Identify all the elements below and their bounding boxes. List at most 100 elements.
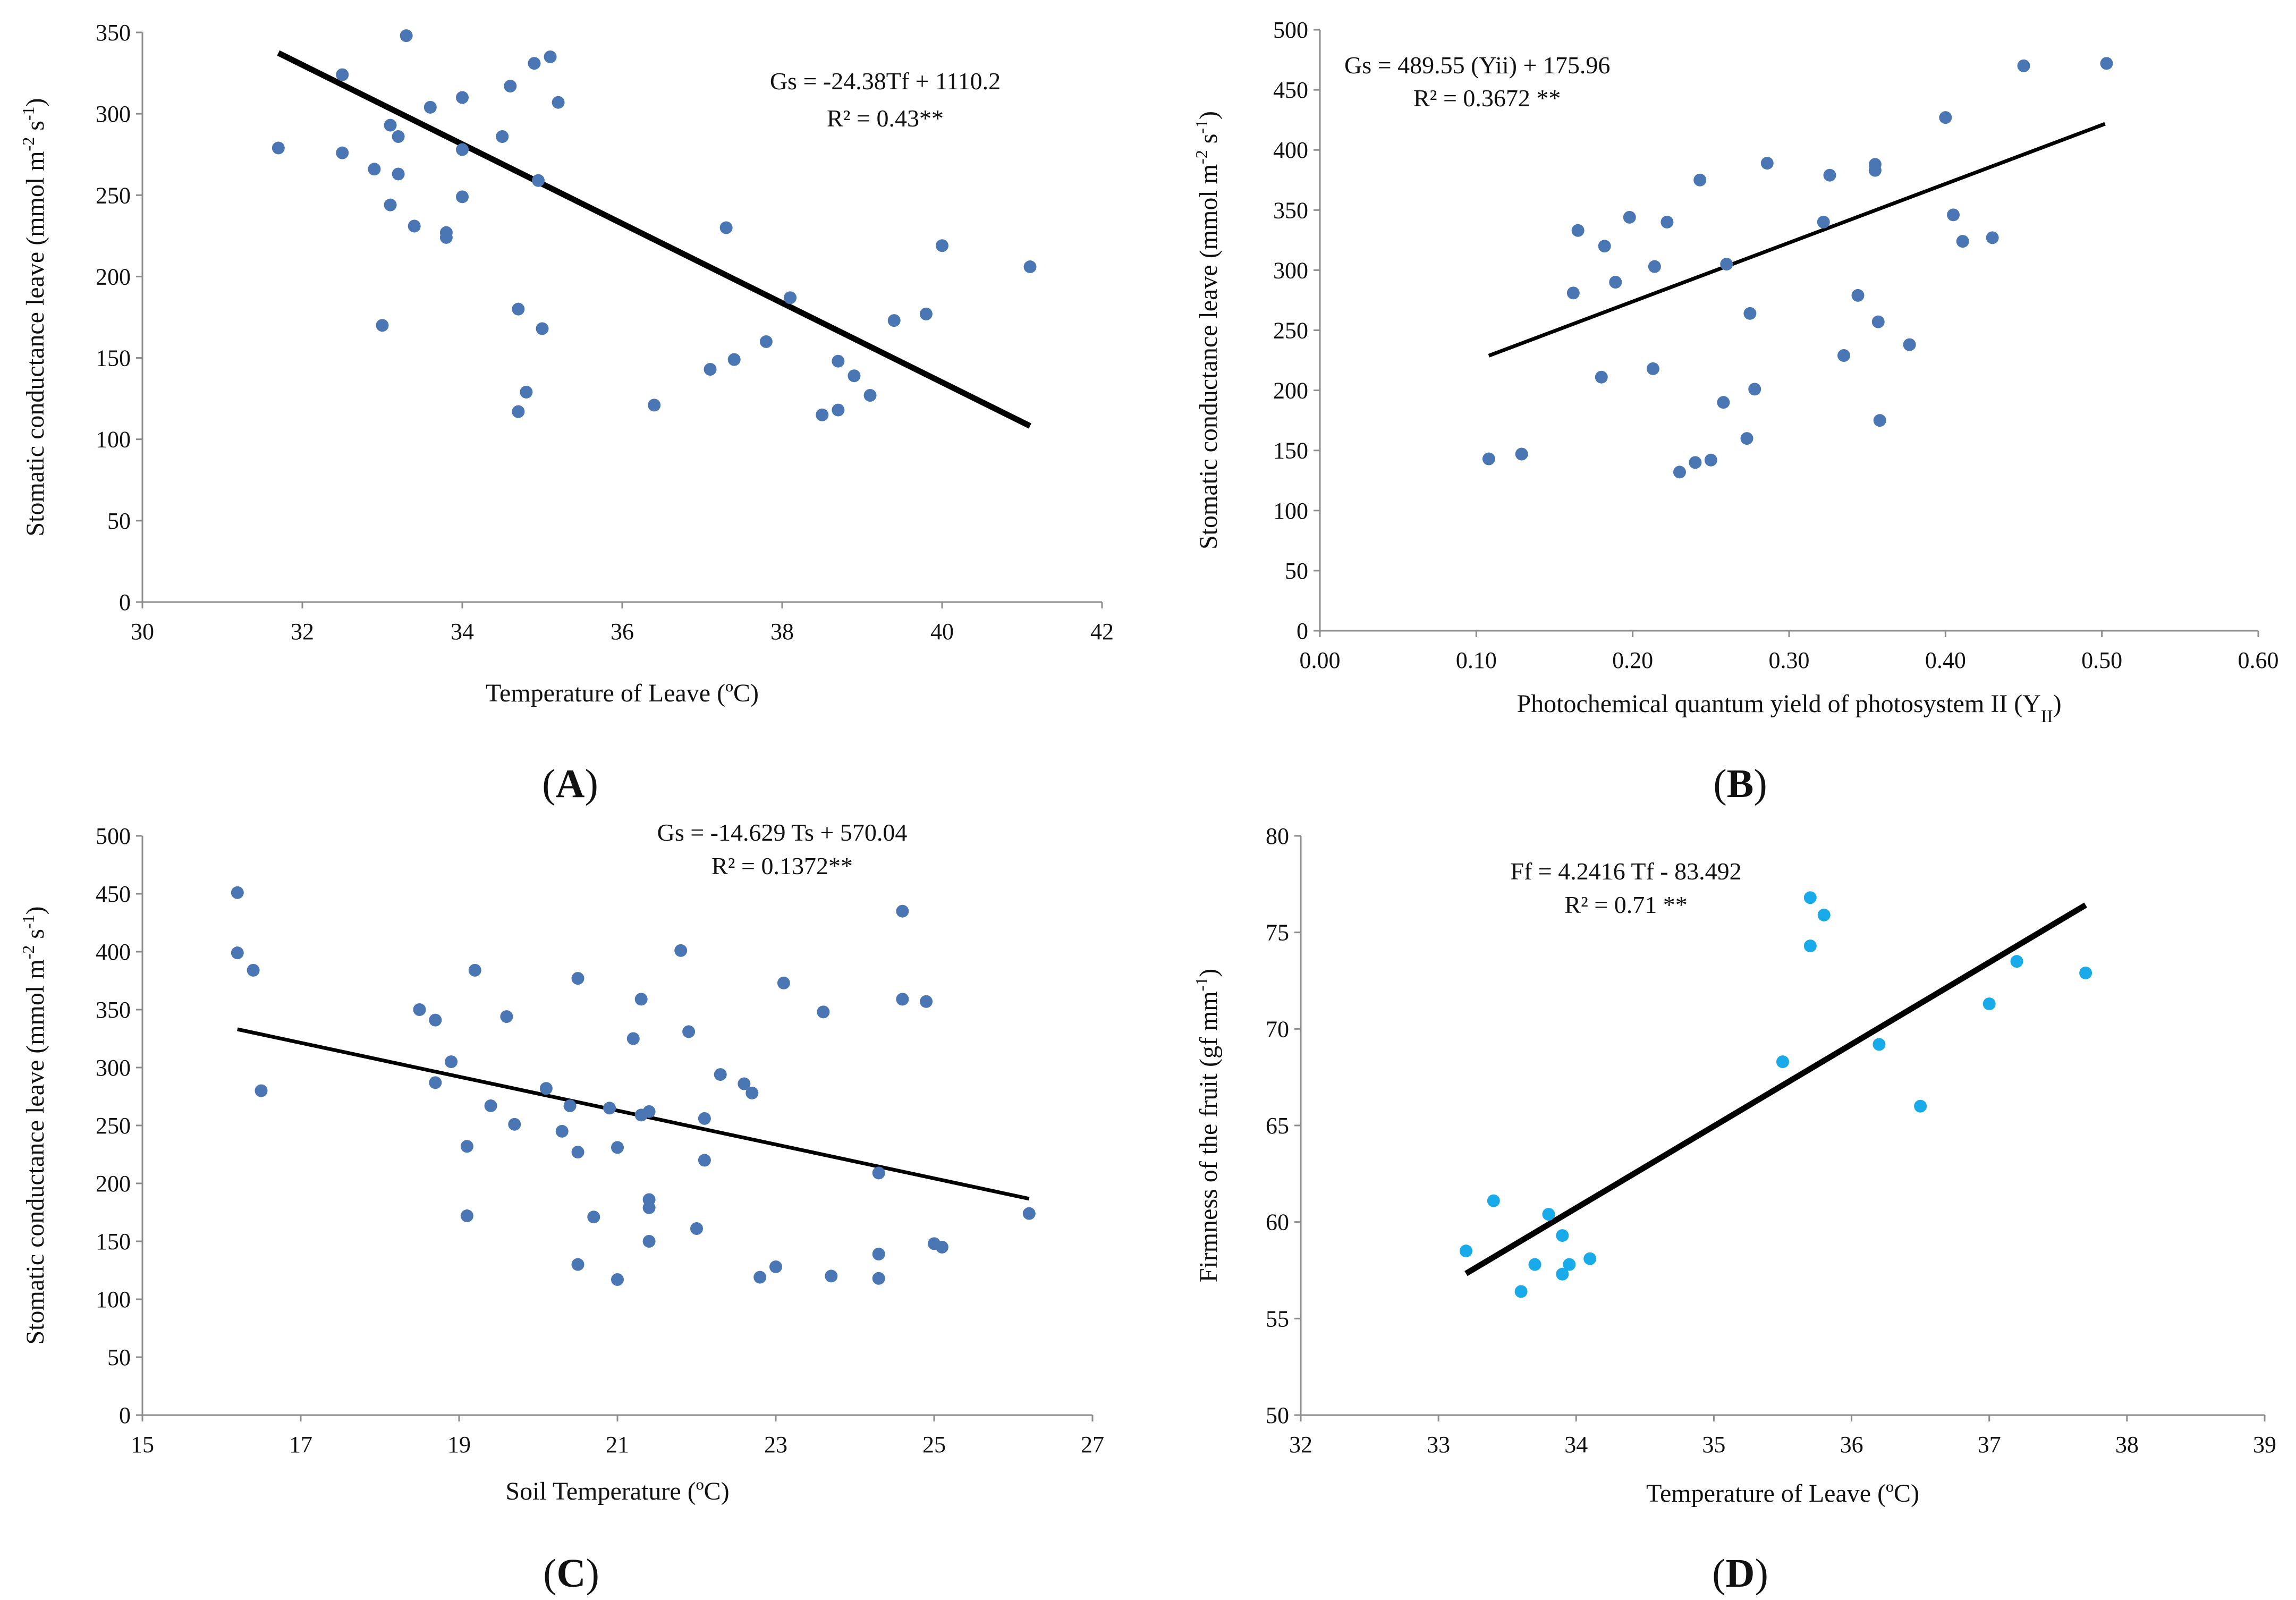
data-point	[1609, 276, 1622, 289]
data-point	[817, 1005, 830, 1019]
panel-label-open-paren: (	[543, 1551, 556, 1596]
panel-label-close-paren: )	[586, 1551, 599, 1596]
data-point	[429, 1076, 442, 1089]
y-tick-label: 300	[96, 1055, 131, 1081]
x-tick-label: 21	[606, 1432, 629, 1458]
trend-line	[277, 50, 1031, 429]
data-point	[1459, 1245, 1472, 1258]
data-point	[1748, 383, 1761, 396]
x-tick-label: 32	[291, 619, 314, 645]
data-point	[555, 1124, 569, 1138]
y-tick-label: 0	[119, 589, 131, 615]
data-point	[571, 972, 584, 985]
x-axis-title: Soil Temperature (ºC)	[505, 1477, 729, 1505]
data-point	[1868, 158, 1882, 171]
data-point	[429, 1013, 442, 1027]
data-point	[408, 219, 421, 233]
data-point	[1982, 997, 1996, 1011]
x-tick-label: 32	[1289, 1432, 1312, 1458]
y-tick-label: 300	[1273, 257, 1308, 283]
y-tick-label: 0	[1297, 618, 1308, 644]
data-point	[719, 221, 733, 234]
y-tick-label: 200	[96, 1171, 131, 1197]
data-point	[1487, 1194, 1500, 1207]
x-tick-label: 39	[2253, 1432, 2276, 1458]
y-axis-title-part: -1	[19, 915, 38, 929]
x-tick-label: 35	[1702, 1432, 1725, 1458]
panel-label-close-paren: )	[584, 761, 598, 806]
y-tick-label: 150	[1273, 438, 1308, 464]
data-point	[1871, 315, 1885, 328]
data-point	[1022, 1207, 1036, 1220]
y-axis-title-part: Stomatic conductance leave (mmol m	[21, 959, 49, 1344]
data-point	[1776, 1055, 1789, 1069]
y-tick-label: 70	[1266, 1016, 1289, 1042]
data-point	[611, 1141, 624, 1154]
y-axis-title: Stomatic conductance leave (mmol m-2 s-1…	[19, 906, 49, 1344]
data-point	[936, 239, 948, 252]
y-axis-title-part: s	[21, 929, 49, 945]
y-tick-label: 250	[1273, 318, 1308, 344]
data-point	[512, 302, 525, 316]
data-point	[2017, 59, 2030, 72]
data-point	[674, 944, 688, 957]
panel-label-open-paren: (	[542, 761, 555, 806]
data-point	[456, 190, 469, 204]
panel-label-open-paren: (	[1713, 761, 1726, 806]
data-point	[769, 1260, 782, 1273]
y-tick-label: 500	[96, 823, 131, 849]
x-tick-label: 34	[1564, 1432, 1588, 1458]
x-tick-label: 27	[1081, 1432, 1104, 1458]
data-point	[1563, 1258, 1576, 1271]
data-point	[1482, 452, 1495, 465]
x-tick-label: 23	[764, 1432, 787, 1458]
data-point	[413, 1003, 426, 1016]
x-tick-label: 40	[930, 619, 954, 645]
data-point	[1693, 173, 1707, 187]
y-tick-label: 50	[1266, 1402, 1289, 1428]
y-tick-label: 80	[1266, 823, 1289, 849]
x-tick-label: 15	[131, 1432, 154, 1458]
data-point	[392, 130, 405, 143]
data-point	[536, 322, 549, 335]
data-point	[1623, 210, 1636, 224]
y-axis-title-part: )	[1194, 969, 1223, 977]
data-point	[1873, 1038, 1886, 1051]
data-point	[816, 408, 829, 421]
data-point	[460, 1140, 473, 1153]
trend-line	[1464, 902, 2087, 1276]
data-point	[759, 335, 773, 348]
y-axis-title-part: s	[21, 121, 49, 137]
y-tick-label: 55	[1266, 1306, 1289, 1332]
x-axis-title: Temperature of Leave (ºC)	[1646, 1479, 1919, 1508]
data-point	[2079, 966, 2092, 979]
y-tick-label: 250	[96, 182, 131, 208]
y-axis-title-part: -1	[1192, 977, 1211, 992]
data-point	[1823, 168, 1836, 182]
data-point	[255, 1084, 268, 1097]
data-point	[832, 354, 845, 368]
data-point	[1817, 908, 1831, 921]
data-point	[1704, 453, 1717, 467]
data-point	[552, 96, 565, 109]
panel-label: (A)	[542, 761, 598, 806]
y-tick-label: 75	[1266, 920, 1289, 946]
regression-equation: Gs = -14.629 Ts + 570.04	[657, 819, 908, 846]
x-tick-label: 0.40	[1925, 647, 1966, 673]
trend-line	[237, 1027, 1030, 1201]
data-point	[603, 1102, 616, 1115]
data-point	[231, 886, 244, 899]
data-point	[520, 385, 533, 399]
data-point	[1851, 289, 1865, 302]
y-axis-title-part: )	[21, 906, 49, 915]
x-tick-label: 0.10	[1456, 647, 1497, 673]
r-squared-label: R² = 0.3672 **	[1413, 84, 1561, 112]
data-point	[496, 130, 509, 143]
data-point	[423, 100, 437, 114]
x-tick-label: 25	[922, 1432, 946, 1458]
r-squared-label: R² = 0.71 **	[1564, 891, 1687, 918]
x-tick-label: 0.30	[1769, 647, 1810, 673]
y-axis-title-part: -2	[19, 137, 38, 151]
data-point	[1515, 447, 1528, 461]
data-point	[1556, 1229, 1569, 1242]
